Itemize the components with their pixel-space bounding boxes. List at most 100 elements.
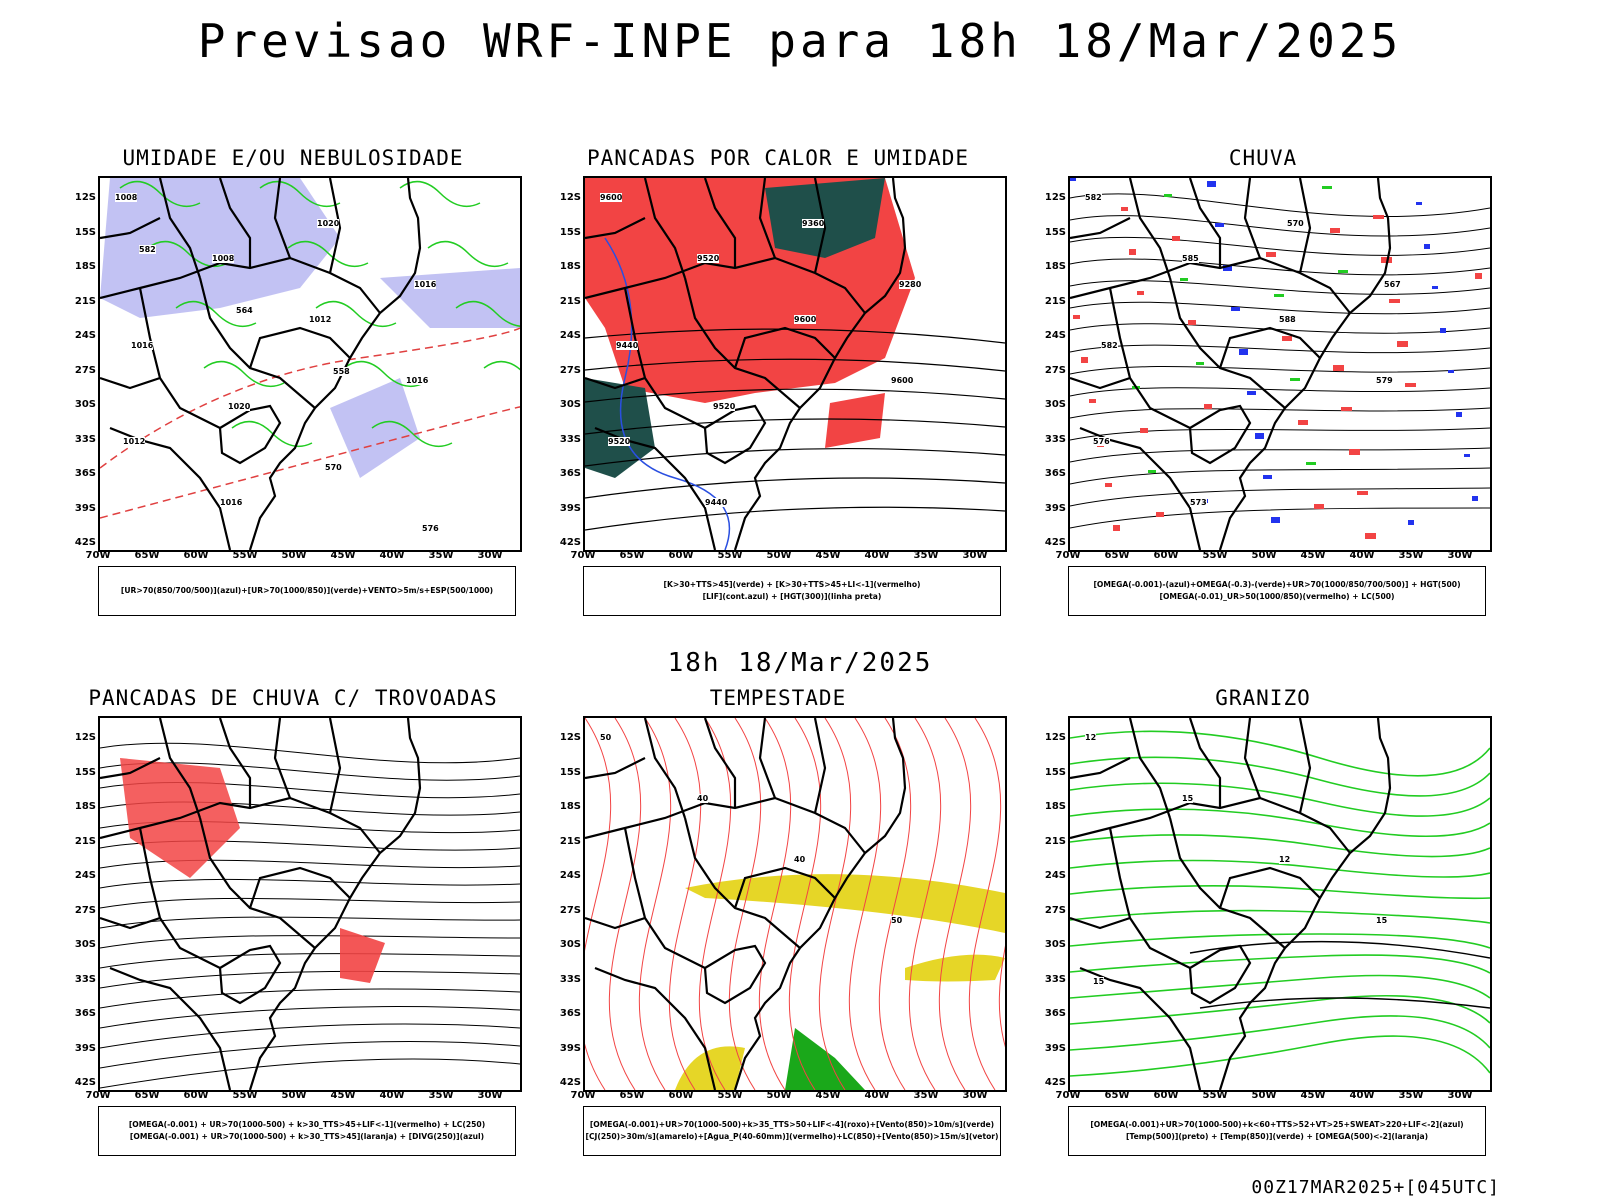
thickness-line xyxy=(100,406,520,519)
country-border xyxy=(1298,718,1312,814)
contour-label: 15 xyxy=(1376,916,1388,925)
lat-label: 21S xyxy=(559,835,581,847)
contour-label: 564 xyxy=(236,306,253,315)
country-border xyxy=(1168,277,1286,409)
temp850-contour xyxy=(1070,954,1490,974)
temp850-contour xyxy=(1070,974,1490,999)
rain-fleck xyxy=(1239,349,1248,355)
lon-label: 30W xyxy=(1447,550,1473,561)
rain-fleck xyxy=(1207,181,1216,187)
rain-fleck xyxy=(1306,462,1316,465)
country-border xyxy=(109,966,232,1090)
contour-label: 12 xyxy=(1085,733,1097,742)
streamline xyxy=(100,953,520,969)
rain-fleck xyxy=(1231,307,1240,311)
contour-label: 1016 xyxy=(406,376,429,385)
rain-fleck xyxy=(1282,336,1292,341)
country-border xyxy=(585,217,646,240)
country-border xyxy=(585,916,646,930)
lc850-line xyxy=(998,718,1005,1047)
rain-fleck xyxy=(1397,341,1408,347)
country-border xyxy=(1243,178,1262,259)
rain-fleck xyxy=(1164,194,1172,197)
country-border xyxy=(1298,178,1312,274)
lat-label: 18S xyxy=(1044,801,1066,812)
hgt-contour xyxy=(585,477,1005,499)
contour-label: 558 xyxy=(333,367,350,376)
streamline xyxy=(1070,366,1490,375)
lat-label: 15S xyxy=(1044,226,1066,238)
streamline xyxy=(100,897,520,909)
lat-label: 39S xyxy=(74,1042,96,1054)
rain-fleck xyxy=(1188,320,1196,325)
lat-label: 36S xyxy=(559,468,581,479)
temp850-contour xyxy=(1070,1035,1490,1077)
contour-label: 1008 xyxy=(212,254,235,263)
lc850-line xyxy=(758,718,792,1090)
contour-label: 1016 xyxy=(414,280,437,289)
lat-label: 27S xyxy=(1044,364,1066,376)
contour-label: 570 xyxy=(1287,219,1304,228)
green-contour xyxy=(119,180,201,208)
lat-label: 27S xyxy=(74,364,96,376)
rain-fleck xyxy=(1223,265,1232,271)
rain-fleck xyxy=(1274,294,1284,297)
green-contour xyxy=(259,180,341,208)
streamline xyxy=(100,859,520,869)
temp850-contour xyxy=(1070,885,1490,900)
rain-fleck xyxy=(1298,420,1308,425)
green-contour xyxy=(455,300,520,327)
rain-fleck xyxy=(1070,178,1076,181)
lat-label: 18S xyxy=(559,801,581,812)
temp850-contour xyxy=(1070,834,1490,858)
rain-fleck xyxy=(1440,328,1446,333)
rain-fleck xyxy=(1464,454,1470,457)
lc850-line xyxy=(728,718,762,1090)
rain-fleck xyxy=(1389,299,1400,303)
lon-label: 70W xyxy=(85,550,111,561)
country-border xyxy=(100,376,161,390)
rain-fleck xyxy=(1333,365,1344,371)
lat-label: 42S xyxy=(1044,537,1066,548)
rain-fleck xyxy=(1140,428,1148,433)
rain-fleck xyxy=(1349,449,1360,455)
contour-label: 1012 xyxy=(123,437,146,446)
rain-fleck xyxy=(1408,520,1414,525)
lc850-line xyxy=(608,718,642,1090)
lat-label: 39S xyxy=(1044,502,1066,514)
rain-fleck xyxy=(1073,315,1080,319)
country-border xyxy=(1128,178,1172,279)
lon-label: 45W xyxy=(1300,1090,1326,1101)
contour-label: 15 xyxy=(1182,794,1194,803)
lat-label: 33S xyxy=(1044,973,1066,985)
streamline xyxy=(100,1041,520,1069)
panel-title: TEMPESTADE xyxy=(709,686,847,710)
country-border xyxy=(585,796,866,854)
country-border xyxy=(138,287,221,429)
contour-label: 582 xyxy=(139,245,156,254)
lon-label: 30W xyxy=(1447,1090,1473,1101)
panel-legend: [K>30+TTS>45](verde) + [K>30+TTS>45+LI<-… xyxy=(583,566,1001,616)
country-border xyxy=(100,217,161,240)
hgt-contour xyxy=(585,388,1005,403)
lat-label: 15S xyxy=(74,226,96,238)
contour-label: 50 xyxy=(891,916,903,925)
lat-label: 39S xyxy=(559,502,581,514)
contour-label: 50 xyxy=(600,733,612,742)
lon-label: 30W xyxy=(962,1090,988,1101)
lon-label: 65W xyxy=(619,550,645,561)
country-border xyxy=(813,718,827,814)
rain-fleck xyxy=(1341,407,1352,411)
map-frame: 582 585 588 579 576 573 570 567 582 xyxy=(1068,176,1492,552)
lat-label: 27S xyxy=(1044,904,1066,916)
country-border xyxy=(1243,718,1262,799)
country-border xyxy=(273,718,292,799)
lon-axis: 70W 65W 60W 55W 50W 45W 40W 35W 30W xyxy=(571,550,1007,564)
rain-fleck xyxy=(1338,270,1348,273)
lon-label: 45W xyxy=(815,550,841,561)
streamline xyxy=(1070,344,1490,354)
streamline xyxy=(100,878,520,889)
lagoon xyxy=(1188,944,1252,1005)
lon-label: 35W xyxy=(913,550,939,561)
panel-legend: [OMEGA(-0.001) + UR>70(1000-500) + k>30_… xyxy=(98,1106,516,1156)
